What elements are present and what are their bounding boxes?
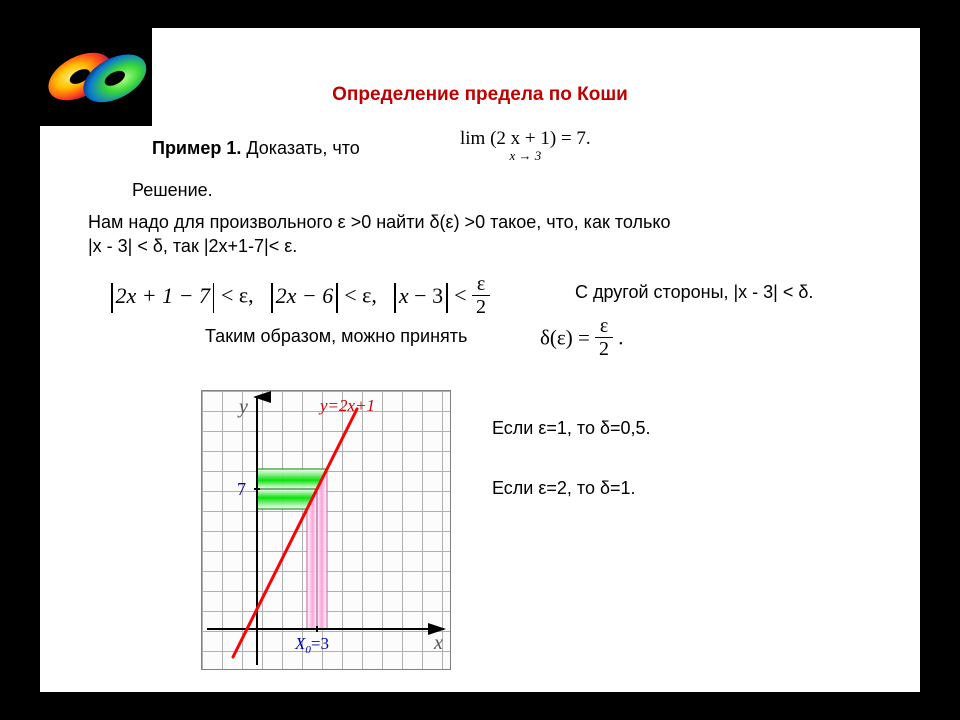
example-label: Пример 1. xyxy=(152,138,241,158)
delta-eq: δ(ε) = ε2 . xyxy=(540,318,624,361)
paragraph-1b: |x - 3| < δ, так |2x+1-7|< ε. xyxy=(88,236,297,257)
limit-top: lim (2 x + 1) = 7. xyxy=(460,128,591,149)
paragraph-1a: Нам надо для произвольного ε >0 найти δ(… xyxy=(88,212,890,233)
slide-title: Определение предела по Коши xyxy=(40,84,920,106)
example-rest: Доказать, что xyxy=(241,138,359,158)
case-2: Если ε=2, то δ=1. xyxy=(492,478,636,499)
conclusion-text: Таким образом, можно принять xyxy=(205,326,467,347)
ineq-row: 2x + 1 − 7 < ε, 2x − 6 < ε, x − 3 < ε2 xyxy=(110,276,490,319)
svg-text:X0=3: X0=3 xyxy=(294,634,329,656)
chart: y x y=2x+1 7 X0=3 xyxy=(201,390,451,670)
svg-text:y: y xyxy=(237,396,248,418)
example-line: Пример 1. Доказать, что xyxy=(152,138,360,159)
logo-graphic xyxy=(40,28,152,126)
case-1: Если ε=1, то δ=0,5. xyxy=(492,418,651,439)
solution-label: Решение. xyxy=(132,180,213,201)
delta-den: 2 xyxy=(595,338,613,359)
limit-sub: x → 3 xyxy=(460,148,591,164)
stage: Определение предела по Коши Пример 1. До… xyxy=(0,0,960,720)
slide: Определение предела по Коши Пример 1. До… xyxy=(38,26,922,694)
chart-svg: y x y=2x+1 7 X0=3 xyxy=(202,391,450,669)
delta-left: δ(ε) = xyxy=(540,325,595,349)
side-note: С другой стороны, |x - 3| < δ. xyxy=(575,282,813,303)
ineq3-den: 2 xyxy=(472,296,490,317)
svg-text:x: x xyxy=(433,632,443,654)
ineq3-num: ε xyxy=(472,274,490,296)
delta-dot: . xyxy=(618,325,623,349)
logo-corner xyxy=(40,28,152,126)
svg-text:7: 7 xyxy=(237,479,246,499)
limit-expression: lim (2 x + 1) = 7. x → 3 xyxy=(460,128,591,164)
svg-text:y=2x+1: y=2x+1 xyxy=(318,396,375,415)
delta-num: ε xyxy=(595,316,613,338)
